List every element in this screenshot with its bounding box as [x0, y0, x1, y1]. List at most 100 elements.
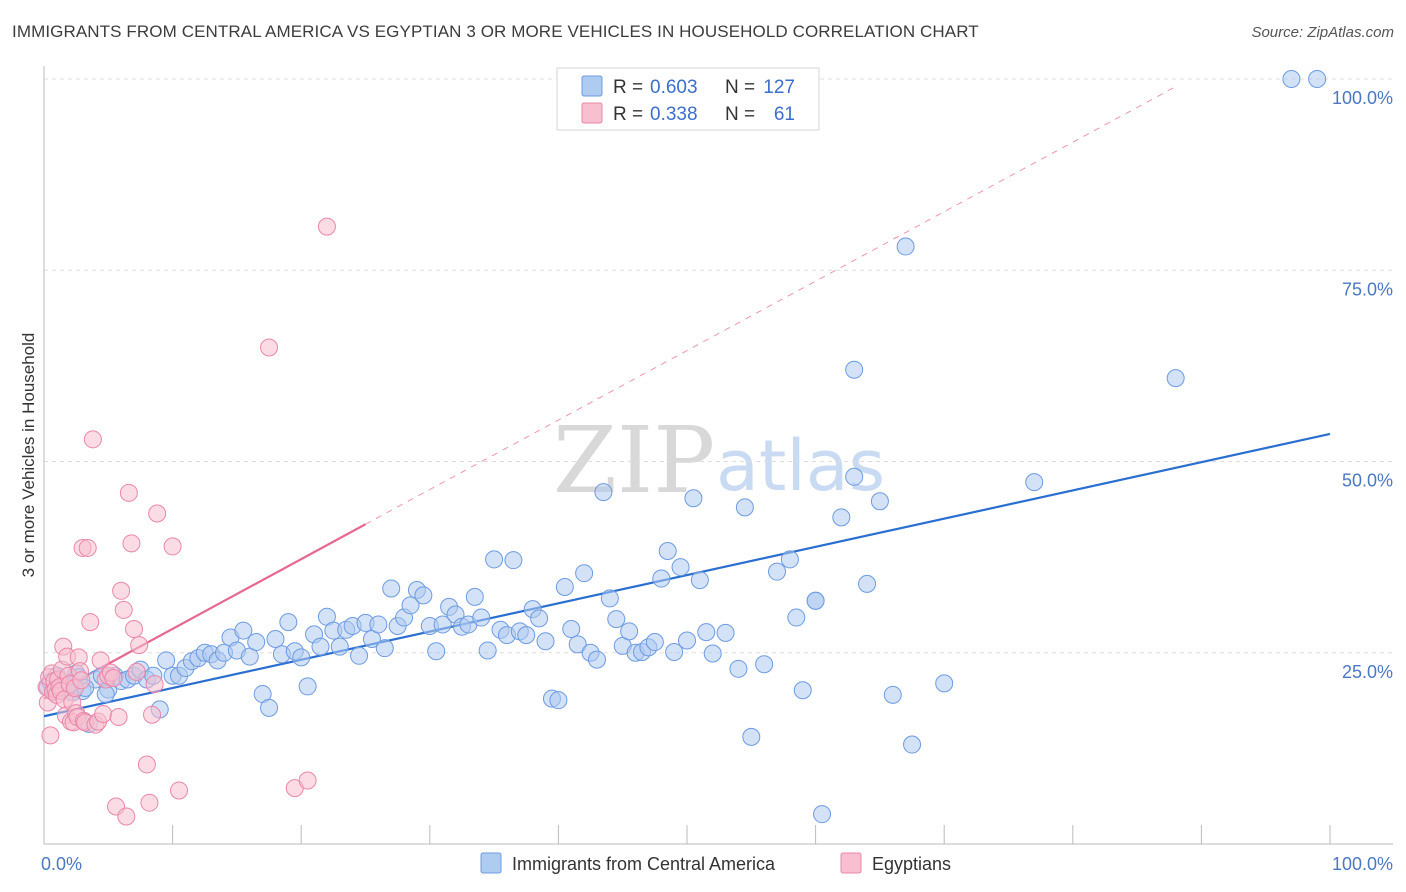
central-america-point-115	[793, 681, 812, 700]
central-america-point-42	[292, 648, 311, 667]
y-tick-label-1: 75.0%	[1342, 279, 1393, 299]
central-america-point-117	[813, 805, 832, 824]
central-america-point-93	[620, 622, 639, 641]
series-legend-swatch-pink	[840, 852, 862, 874]
central-america-point-106	[703, 644, 722, 663]
central-america-point-70	[472, 608, 491, 627]
egyptians-point-36	[91, 651, 110, 670]
egyptians-point-49	[125, 620, 144, 639]
chart-title: IMMIGRANTS FROM CENTRAL AMERICA VS EGYPT…	[12, 22, 979, 41]
egyptians-point-33	[83, 430, 102, 449]
central-america-point-71	[478, 641, 497, 660]
central-america-point-108	[729, 659, 748, 678]
egyptians-point-37	[94, 704, 113, 723]
egyptians-point-43	[109, 708, 128, 727]
central-america-point-51	[350, 646, 369, 665]
central-america-point-86	[575, 564, 594, 583]
central-america-point-84	[562, 620, 581, 639]
central-america-point-69	[465, 587, 484, 606]
egyptians-point-58	[170, 781, 189, 800]
series-egyptians-points	[37, 217, 336, 826]
stats-legend-swatch-pink	[581, 102, 603, 124]
central-america-point-131	[806, 591, 825, 610]
axes	[43, 66, 1393, 845]
stats-legend-swatch-blue	[581, 75, 603, 97]
central-america-point-110	[742, 727, 761, 746]
x-tick-labels: 0.0% 100.0%	[41, 854, 1393, 874]
central-america-point-129	[1308, 70, 1327, 88]
egyptians-point-44	[112, 581, 131, 600]
stats-legend-r-blue: 0.603	[650, 77, 698, 98]
trend-line-central-america	[43, 432, 1331, 718]
central-america-point-128	[1282, 70, 1301, 88]
central-america-point-98	[652, 569, 671, 588]
central-america-point-112	[768, 562, 787, 581]
central-america-point-85	[568, 635, 587, 654]
x-tick-label-1: 100.0%	[1332, 854, 1393, 874]
central-america-point-72	[485, 550, 504, 569]
central-america-point-88	[587, 650, 606, 669]
central-america-point-48	[330, 637, 349, 656]
central-america-point-82	[549, 691, 568, 710]
series-central-america-points	[38, 70, 1327, 824]
central-america-point-56	[382, 579, 401, 598]
egyptians-point-47	[119, 483, 138, 502]
egyptians-point-31	[78, 538, 97, 557]
stats-legend-r-label-pink: R =	[613, 104, 643, 125]
egyptians-point-51	[130, 636, 149, 655]
central-america-point-105	[697, 623, 716, 642]
trend-line-egyptians-extension	[365, 86, 1176, 525]
series-legend-label-blue: Immigrants from Central America	[512, 854, 776, 874]
stats-legend-n-pink: 61	[774, 104, 795, 125]
series-legend: Immigrants from Central America Egyptian…	[480, 852, 951, 874]
egyptians-point-52	[137, 755, 156, 774]
y-tick-label-2: 50.0%	[1342, 471, 1393, 491]
central-america-point-118	[832, 508, 851, 527]
central-america-point-113	[780, 550, 799, 569]
central-america-point-123	[896, 237, 915, 256]
egyptians-point-54	[143, 705, 162, 724]
central-america-point-37	[260, 698, 279, 717]
stats-legend-n-label-blue: N =	[725, 77, 755, 98]
stats-legend-r-label-blue: R =	[613, 77, 643, 98]
egyptians-point-46	[117, 807, 136, 826]
central-america-point-130	[845, 360, 864, 379]
egyptians-point-57	[163, 537, 182, 556]
y-tick-label-0: 100.0%	[1332, 88, 1393, 108]
grid-lines	[44, 78, 1393, 654]
central-america-point-101	[671, 558, 690, 577]
central-america-point-45	[311, 637, 330, 656]
egyptians-point-61	[298, 771, 317, 790]
central-america-point-43	[298, 677, 317, 696]
central-america-point-126	[1025, 473, 1044, 492]
series-legend-swatch-blue	[480, 852, 502, 874]
central-america-point-109	[735, 498, 754, 517]
egyptians-point-48	[122, 534, 141, 553]
central-america-point-35	[247, 633, 266, 652]
central-america-point-107	[716, 623, 735, 642]
stats-legend-r-pink: 0.338	[650, 104, 698, 125]
central-america-point-90	[600, 589, 619, 608]
central-america-point-97	[645, 633, 664, 652]
central-america-point-40	[279, 613, 298, 632]
egyptians-point-50	[127, 662, 146, 681]
central-america-point-122	[883, 685, 902, 704]
central-america-point-75	[504, 551, 523, 570]
central-america-point-80	[536, 632, 555, 651]
central-america-point-54	[369, 615, 388, 634]
x-tick-label-0: 0.0%	[41, 854, 82, 874]
egyptians-point-41	[104, 668, 123, 687]
central-america-point-114	[787, 608, 806, 627]
central-america-point-38	[266, 629, 285, 648]
central-america-point-89	[594, 483, 613, 502]
central-america-point-91	[607, 610, 626, 629]
central-america-point-119	[845, 467, 864, 486]
egyptians-point-62	[317, 217, 336, 236]
central-america-point-104	[690, 571, 709, 590]
y-axis-title: 3 or more Vehicles in Household	[19, 333, 38, 578]
egyptians-point-56	[148, 504, 167, 523]
egyptians-point-32	[81, 613, 100, 632]
central-america-point-111	[755, 655, 774, 674]
central-america-point-21	[157, 651, 176, 670]
